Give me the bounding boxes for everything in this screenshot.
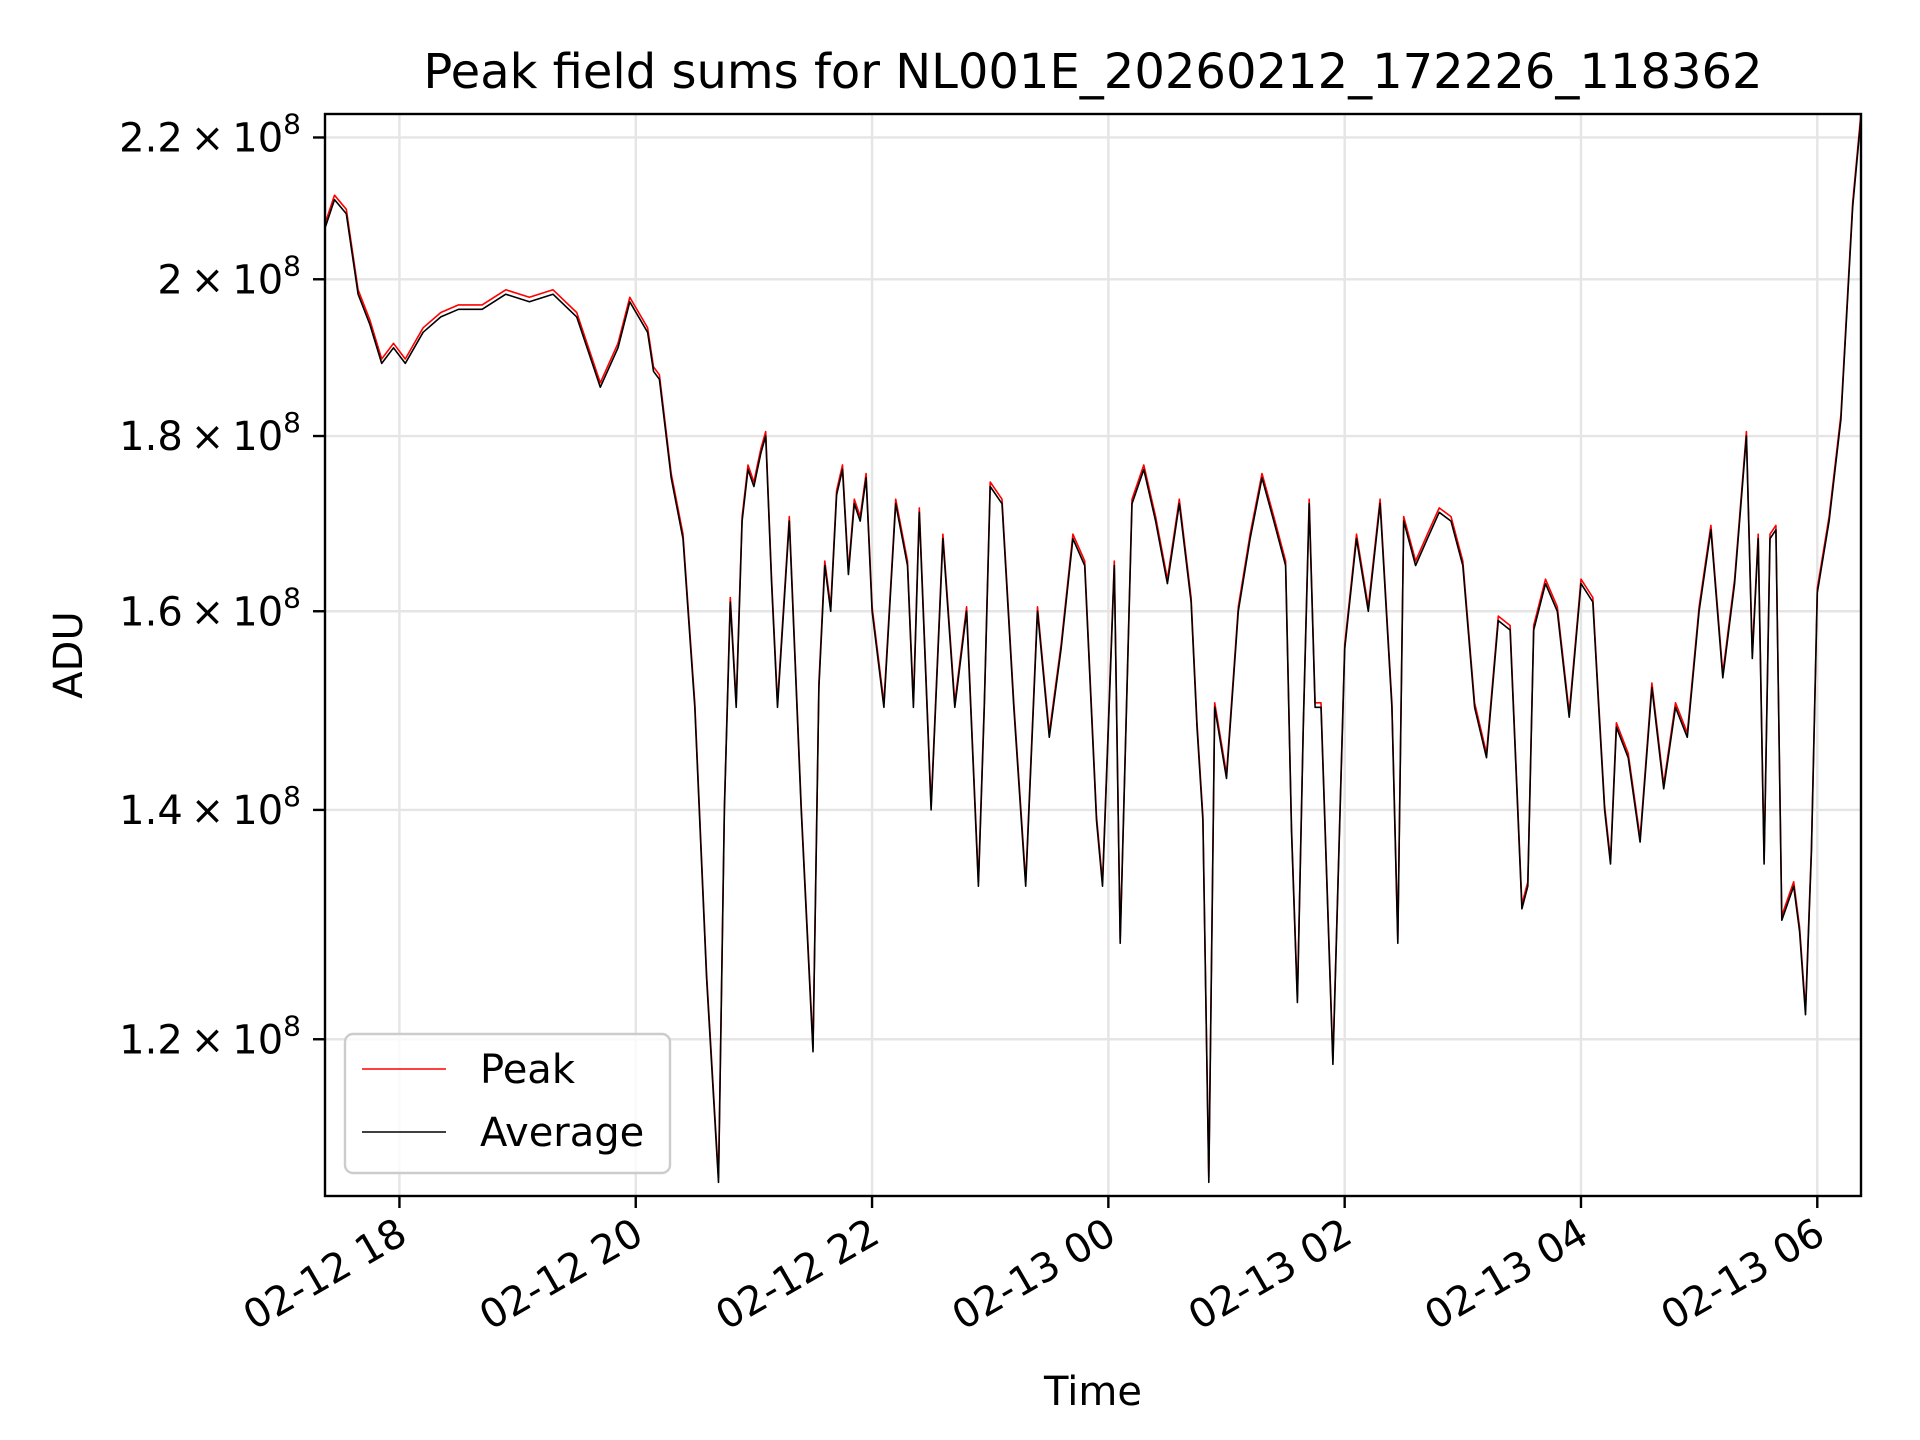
axes-frame <box>323 112 1863 1198</box>
y-tick-label: 1.6 × 108 <box>119 581 301 635</box>
y-axis-title: ADU <box>46 611 92 698</box>
y-tick-label: 2.2 × 108 <box>119 107 301 161</box>
y-tick-label: 2 × 108 <box>157 249 301 303</box>
y-tick-label: 1.8 × 108 <box>119 406 301 460</box>
legend-label-average: Average <box>480 1110 644 1156</box>
chart-title: Peak field sums for NL001E_20260212_1722… <box>423 44 1762 100</box>
series-lines <box>325 114 1861 1184</box>
y-tick-label: 1.2 × 108 <box>119 1009 301 1063</box>
x-axis-title: Time <box>1043 1369 1142 1415</box>
legend-label-peak: Peak <box>480 1047 576 1093</box>
series-line-average <box>325 117 1861 1184</box>
legend: Peak Average <box>343 1032 672 1175</box>
y-tick-label: 1.4 × 108 <box>119 780 301 834</box>
